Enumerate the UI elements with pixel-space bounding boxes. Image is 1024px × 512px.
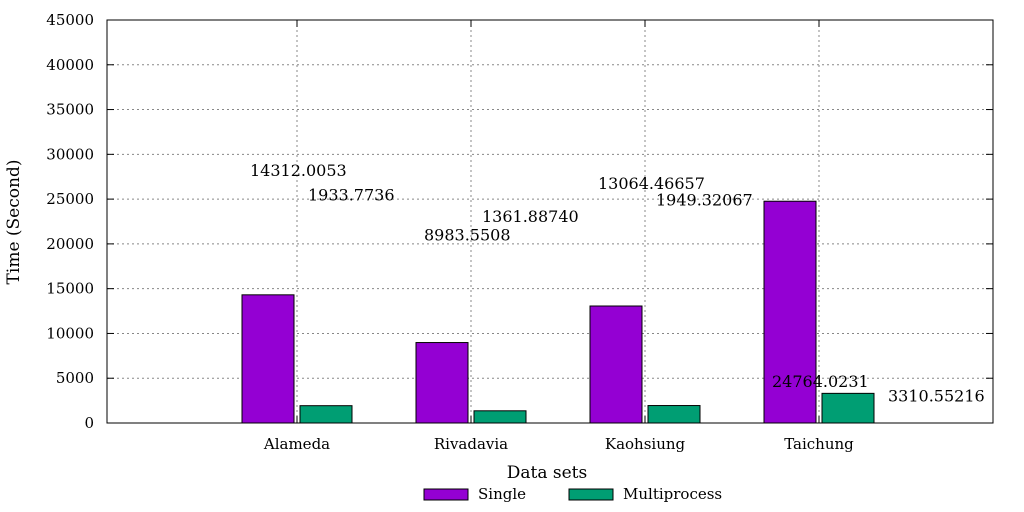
bars [241, 200, 875, 424]
y-tick-label: 35000 [46, 101, 94, 119]
data-label: 3310.55216 [888, 386, 985, 405]
bar-single-taichung [763, 200, 817, 424]
x-tick-label: Alameda [263, 435, 330, 453]
x-tick-label: Kaohsiung [605, 435, 686, 453]
y-tick-label: 20000 [46, 235, 94, 253]
bar-multiprocess-alameda [299, 405, 353, 424]
data-labels: 14312.0053 8983.5508 13064.46657 24764.0231… [250, 161, 985, 406]
legend: Single Multiprocess [423, 485, 722, 503]
y-tick-labels: 0 5000 10000 15000 20000 25000 30000 35000 40000… [46, 11, 94, 432]
data-label: 1933.7736 [308, 186, 395, 205]
x-axis-title: Data sets [507, 463, 587, 483]
grid-lines [107, 19, 993, 424]
y-axis-title: Time (Second) [4, 160, 24, 285]
y-tick-label: 30000 [46, 145, 94, 163]
bar-multiprocess-rivadavia [473, 410, 527, 424]
x-tick-label: Taichung [784, 435, 854, 453]
y-tick-label: 0 [84, 414, 94, 432]
legend-swatch-single [423, 488, 469, 501]
bar-single-kaohsiung [589, 305, 643, 424]
y-tick-label: 10000 [46, 324, 94, 342]
y-tick-label: 15000 [46, 280, 94, 298]
y-tick-label: 40000 [46, 56, 94, 74]
legend-label-single: Single [478, 485, 526, 503]
y-tick-label: 5000 [56, 369, 94, 387]
data-label: 8983.5508 [424, 226, 511, 245]
data-label: 1949.32067 [656, 191, 753, 210]
legend-label-multiprocess: Multiprocess [623, 485, 722, 503]
legend-swatch-multiprocess [568, 488, 614, 501]
data-label: 13064.46657 [598, 174, 705, 193]
y-tick-label: 45000 [46, 11, 94, 29]
bar-multiprocess-kaohsiung [647, 405, 701, 424]
bar-multiprocess-taichung [821, 392, 875, 424]
data-label: 1361.88740 [482, 207, 579, 226]
plot-frame [106, 19, 994, 424]
x-tick-labels: Alameda Rivadavia Kaohsiung Taichung [263, 435, 854, 453]
data-label: 24764.0231 [772, 372, 869, 391]
bar-single-rivadavia [415, 342, 469, 424]
x-tick-label: Rivadavia [434, 435, 508, 453]
data-label: 14312.0053 [250, 161, 347, 180]
bar-single-alameda [241, 294, 295, 424]
y-tick-label: 25000 [46, 190, 94, 208]
